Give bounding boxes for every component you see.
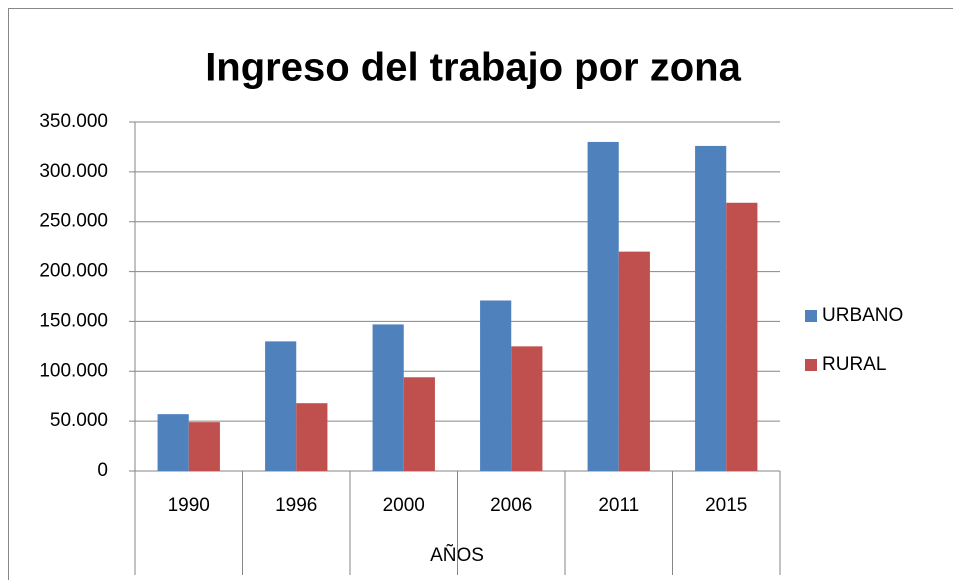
bar — [511, 346, 543, 471]
y-tick-label: 200.000 — [39, 261, 108, 282]
x-tick-label: 2006 — [490, 495, 532, 516]
x-tick-label: 2011 — [598, 495, 639, 516]
x-tick-label: 1990 — [168, 495, 210, 516]
y-tick-label: 250.000 — [39, 211, 108, 232]
y-tick-label: 300.000 — [39, 161, 108, 182]
bar — [403, 377, 435, 471]
bar — [157, 414, 189, 471]
chart-border — [8, 8, 953, 580]
x-tick-label: 2000 — [383, 495, 425, 516]
bar — [480, 300, 512, 471]
bar — [372, 324, 404, 471]
legend-label: URBANO — [822, 305, 903, 326]
legend-swatch — [805, 359, 817, 371]
bar — [726, 202, 758, 472]
y-tick-label: 0 — [97, 460, 108, 481]
bar — [296, 403, 328, 471]
bar — [188, 422, 220, 471]
x-tick-label: 2015 — [705, 495, 747, 516]
x-tick-label: 1996 — [275, 495, 317, 516]
y-tick-label: 350.000 — [39, 111, 108, 132]
bar — [695, 145, 727, 471]
legend-swatch — [805, 310, 817, 322]
y-tick-label: 100.000 — [39, 360, 108, 381]
legend-label: RURAL — [822, 354, 886, 375]
bar — [618, 251, 650, 471]
y-tick-label: 150.000 — [39, 310, 108, 331]
bar — [587, 141, 619, 471]
y-tick-label: 50.000 — [50, 410, 108, 431]
bar — [265, 341, 297, 471]
chart-title: Ingreso del trabajo por zona — [205, 46, 741, 90]
